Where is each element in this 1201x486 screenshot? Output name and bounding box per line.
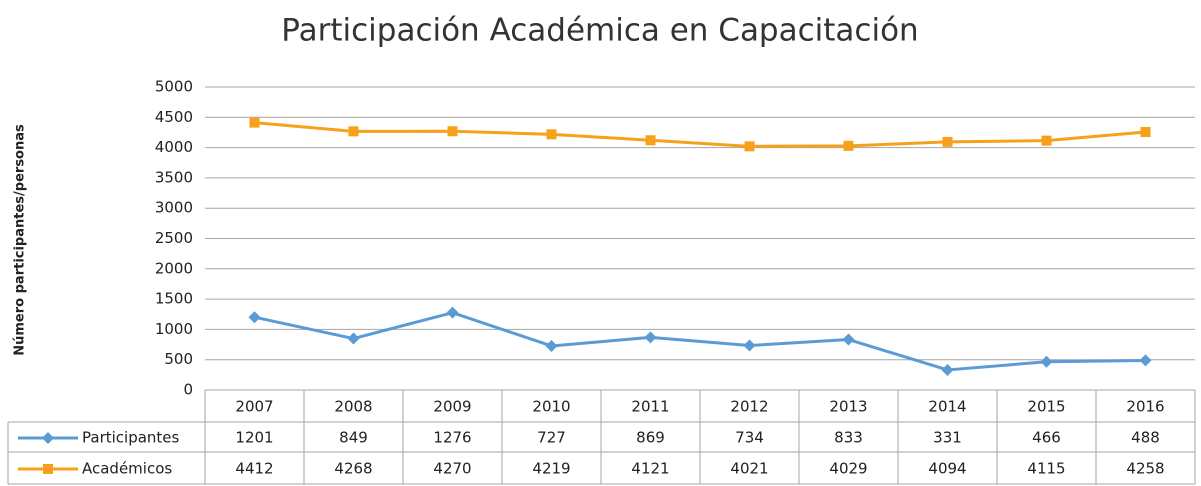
- marker: [545, 339, 558, 352]
- marker: [248, 311, 261, 324]
- table-value: 869: [636, 429, 665, 447]
- y-tick-label: 1000: [155, 320, 193, 338]
- x-tick-label: 2012: [730, 398, 768, 416]
- table-value: 4412: [235, 460, 273, 478]
- marker: [1139, 354, 1152, 367]
- y-axis-label: Número participantes/personas: [13, 124, 28, 356]
- y-tick-label: 0: [183, 381, 193, 399]
- marker: [644, 331, 657, 344]
- marker: [447, 126, 458, 137]
- series-line: [254, 121, 1146, 148]
- table-value: 4115: [1027, 460, 1065, 478]
- table-value: 4258: [1126, 460, 1164, 478]
- marker: [843, 140, 854, 151]
- legend-label: Académicos: [82, 460, 172, 478]
- y-tick-label: 4500: [155, 108, 193, 126]
- table-value: 4094: [928, 460, 966, 478]
- table-value: 331: [933, 429, 962, 447]
- x-tick-label: 2015: [1027, 398, 1065, 416]
- marker: [348, 126, 359, 137]
- marker: [1041, 135, 1052, 146]
- marker: [446, 306, 459, 319]
- table-value: 466: [1032, 429, 1061, 447]
- table-value: 849: [339, 429, 368, 447]
- marker: [43, 464, 53, 474]
- marker: [842, 333, 855, 346]
- chart-title: Participación Académica en Capacitación: [281, 13, 918, 49]
- marker: [42, 432, 54, 444]
- marker: [249, 117, 260, 128]
- table-value: 4121: [631, 460, 669, 478]
- x-tick-label: 2009: [433, 398, 471, 416]
- y-tick-label: 2500: [155, 229, 193, 247]
- y-tick-label: 1500: [155, 290, 193, 308]
- marker: [645, 135, 656, 146]
- marker: [347, 332, 360, 345]
- table-value: 4219: [532, 460, 570, 478]
- table-value: 1276: [433, 429, 471, 447]
- y-tick-label: 3000: [155, 199, 193, 217]
- table-value: 727: [537, 429, 566, 447]
- table-value: 4021: [730, 460, 768, 478]
- y-tick-label: 5000: [155, 78, 193, 96]
- table-value: 734: [735, 429, 764, 447]
- marker: [546, 129, 557, 140]
- legend-label: Participantes: [82, 429, 180, 447]
- marker: [744, 141, 755, 152]
- x-tick-label: 2013: [829, 398, 867, 416]
- y-tick-label: 4000: [155, 138, 193, 156]
- table-value: 488: [1131, 429, 1160, 447]
- x-tick-label: 2010: [532, 398, 570, 416]
- table-value: 4029: [829, 460, 867, 478]
- x-tick-label: 2008: [334, 398, 372, 416]
- x-tick-label: 2007: [235, 398, 273, 416]
- marker: [941, 363, 954, 376]
- table-value: 1201: [235, 429, 273, 447]
- marker: [743, 339, 756, 352]
- table-value: 4268: [334, 460, 372, 478]
- y-tick-label: 3500: [155, 168, 193, 186]
- y-tick-label: 2000: [155, 259, 193, 277]
- x-tick-label: 2016: [1126, 398, 1164, 416]
- series-line: [254, 311, 1146, 372]
- x-tick-label: 2011: [631, 398, 669, 416]
- marker: [1140, 126, 1151, 137]
- y-tick-label: 500: [164, 350, 193, 368]
- marker: [1040, 355, 1053, 368]
- x-tick-label: 2014: [928, 398, 966, 416]
- marker: [942, 136, 953, 147]
- table-value: 833: [834, 429, 863, 447]
- table-value: 4270: [433, 460, 471, 478]
